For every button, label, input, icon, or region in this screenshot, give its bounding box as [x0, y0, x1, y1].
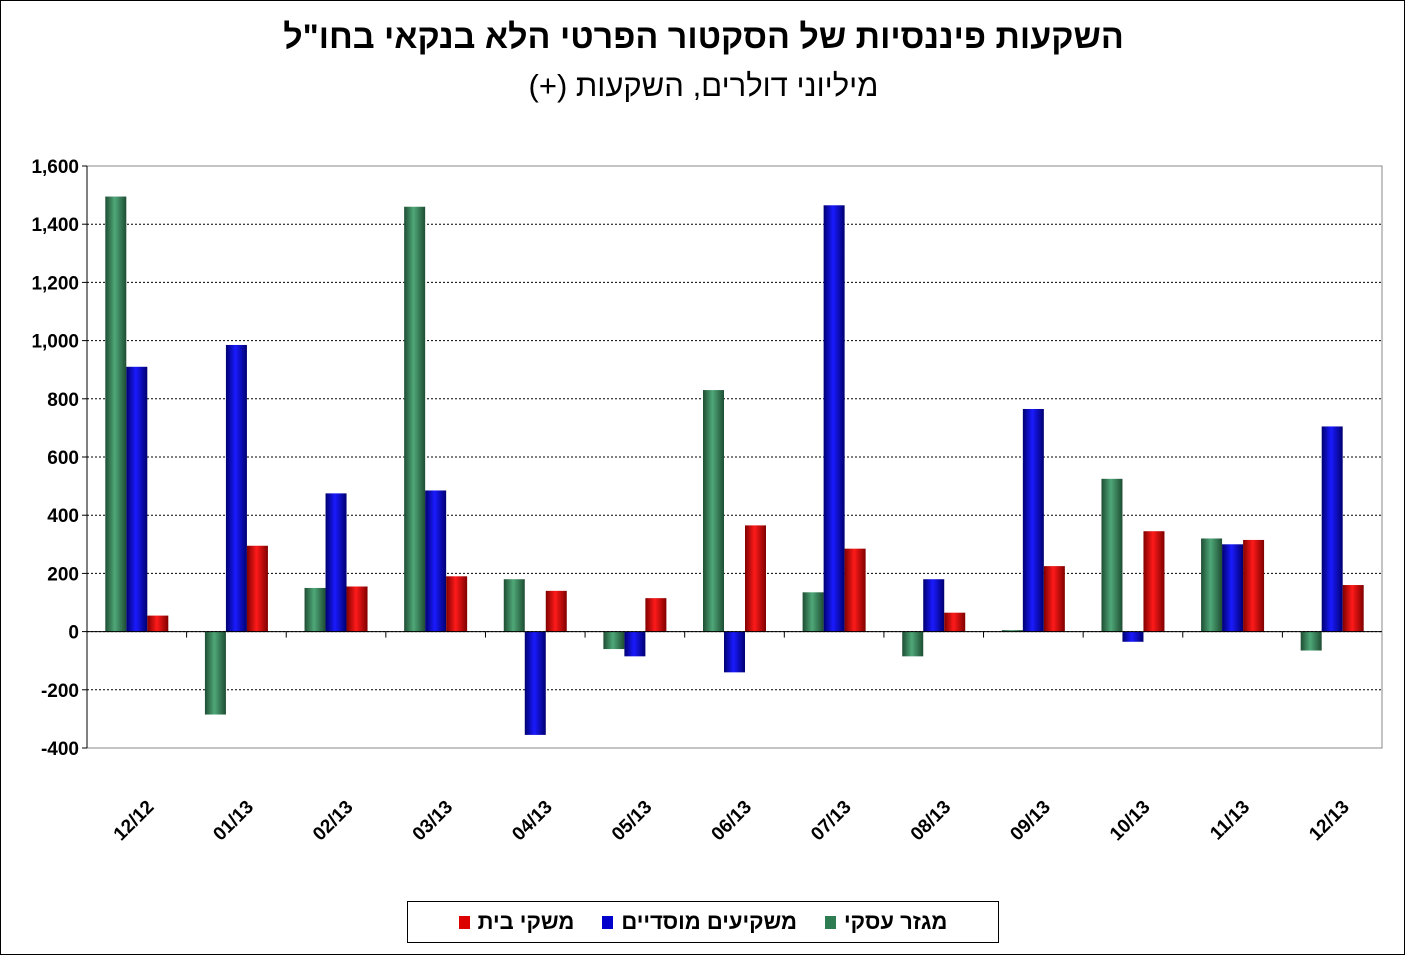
legend-label-households: משקי בית: [477, 909, 575, 934]
bar-business: [204, 631, 226, 715]
chart-subtitle: מיליוני דולרים, השקעות (+): [528, 68, 879, 103]
x-tick-label: 12/13: [1305, 797, 1353, 845]
bar-institutional: [624, 631, 646, 657]
bar-households: [1342, 585, 1364, 632]
y-tick-label: 800: [47, 390, 79, 411]
y-axis-ticks: 1,600 1,400 1,200 1,000 800 600 400 200 0 -200 -40…: [31, 157, 79, 760]
bar-households: [446, 576, 468, 632]
bar-business: [404, 206, 426, 632]
bar-households: [246, 545, 268, 632]
y-tick-label: 600: [47, 448, 79, 469]
legend-swatch-business: [825, 915, 837, 929]
bar-institutional: [823, 205, 845, 632]
bar-institutional: [1321, 426, 1343, 632]
legend-item-households: משקי בית: [458, 909, 575, 935]
axes: [82, 165, 1382, 749]
x-tick-label: 07/13: [807, 797, 855, 845]
y-tick-label: 400: [47, 506, 79, 527]
bar-business: [1101, 478, 1123, 632]
x-axis-ticks: 12/12 01/13 02/13 03/13 04/13 05/13 06/13 07/13…: [110, 797, 1354, 845]
bar-business: [802, 592, 824, 632]
x-tick-label: 06/13: [708, 797, 756, 845]
bar-business: [1201, 538, 1223, 632]
bar-institutional: [225, 344, 247, 632]
bar-institutional: [1022, 408, 1044, 632]
bar-households: [147, 615, 169, 632]
y-tick-label: -400: [41, 739, 79, 760]
x-tick-label: 12/12: [110, 797, 158, 845]
legend-item-business: מגזר עסקי: [825, 909, 947, 935]
x-tick-label: 11/13: [1206, 797, 1254, 845]
x-tick-label: 09/13: [1006, 797, 1054, 845]
y-tick-label: 1,000: [31, 332, 79, 353]
x-tick-label: 01/13: [209, 797, 257, 845]
x-tick-label: 03/13: [409, 797, 457, 845]
y-tick-label: -200: [41, 681, 79, 702]
bar-households: [1243, 539, 1265, 632]
y-tick-label: 1,200: [31, 273, 79, 294]
x-tick-label: 02/13: [309, 797, 357, 845]
legend: מגזר עסקי משקיעים מוסדיים משקי בית: [407, 901, 999, 943]
bar-households: [944, 612, 966, 632]
bar-business: [304, 587, 326, 632]
legend-label-business: מגזר עסקי: [844, 909, 948, 934]
y-tick-label: 200: [47, 564, 79, 585]
x-tick-label: 10/13: [1106, 797, 1154, 845]
bar-business: [703, 390, 724, 632]
bar-institutional: [325, 493, 347, 632]
bar-business: [105, 196, 127, 632]
y-tick-label: 1,600: [31, 157, 79, 178]
bars: [105, 196, 1364, 735]
y-tick-label: 0: [68, 623, 79, 644]
bar-business: [503, 579, 525, 632]
bar-institutional: [425, 490, 447, 632]
bar-institutional: [1122, 631, 1144, 642]
bar-business: [1300, 631, 1322, 651]
bar-institutional: [724, 631, 745, 673]
y-tick-label: 1,400: [31, 215, 79, 236]
bar-business: [902, 631, 924, 657]
bar-institutional: [923, 579, 945, 632]
bar-households: [1143, 531, 1165, 632]
legend-item-institutional: משקיעים מוסדיים: [602, 909, 797, 935]
x-tick-label: 05/13: [608, 797, 656, 845]
legend-swatch-households: [458, 915, 470, 929]
bar-households: [346, 586, 368, 632]
bar-households: [844, 548, 866, 632]
bar-households: [545, 590, 567, 632]
bar-business: [603, 631, 625, 650]
bar-institutional: [524, 631, 546, 735]
x-tick-label: 04/13: [508, 797, 556, 845]
legend-label-institutional: משקיעים מוסדיים: [621, 909, 798, 934]
bar-institutional: [126, 366, 148, 632]
bar-institutional: [1222, 544, 1244, 632]
x-tick-label: 08/13: [907, 797, 955, 845]
bar-business: [1001, 630, 1023, 632]
bar-households: [745, 525, 766, 632]
bar-households: [645, 598, 667, 632]
legend-swatch-institutional: [602, 915, 614, 929]
chart-title: השקעות פיננסיות של הסקטור הפרטי הלא בנקא…: [283, 18, 1124, 56]
bar-households: [1043, 566, 1065, 632]
